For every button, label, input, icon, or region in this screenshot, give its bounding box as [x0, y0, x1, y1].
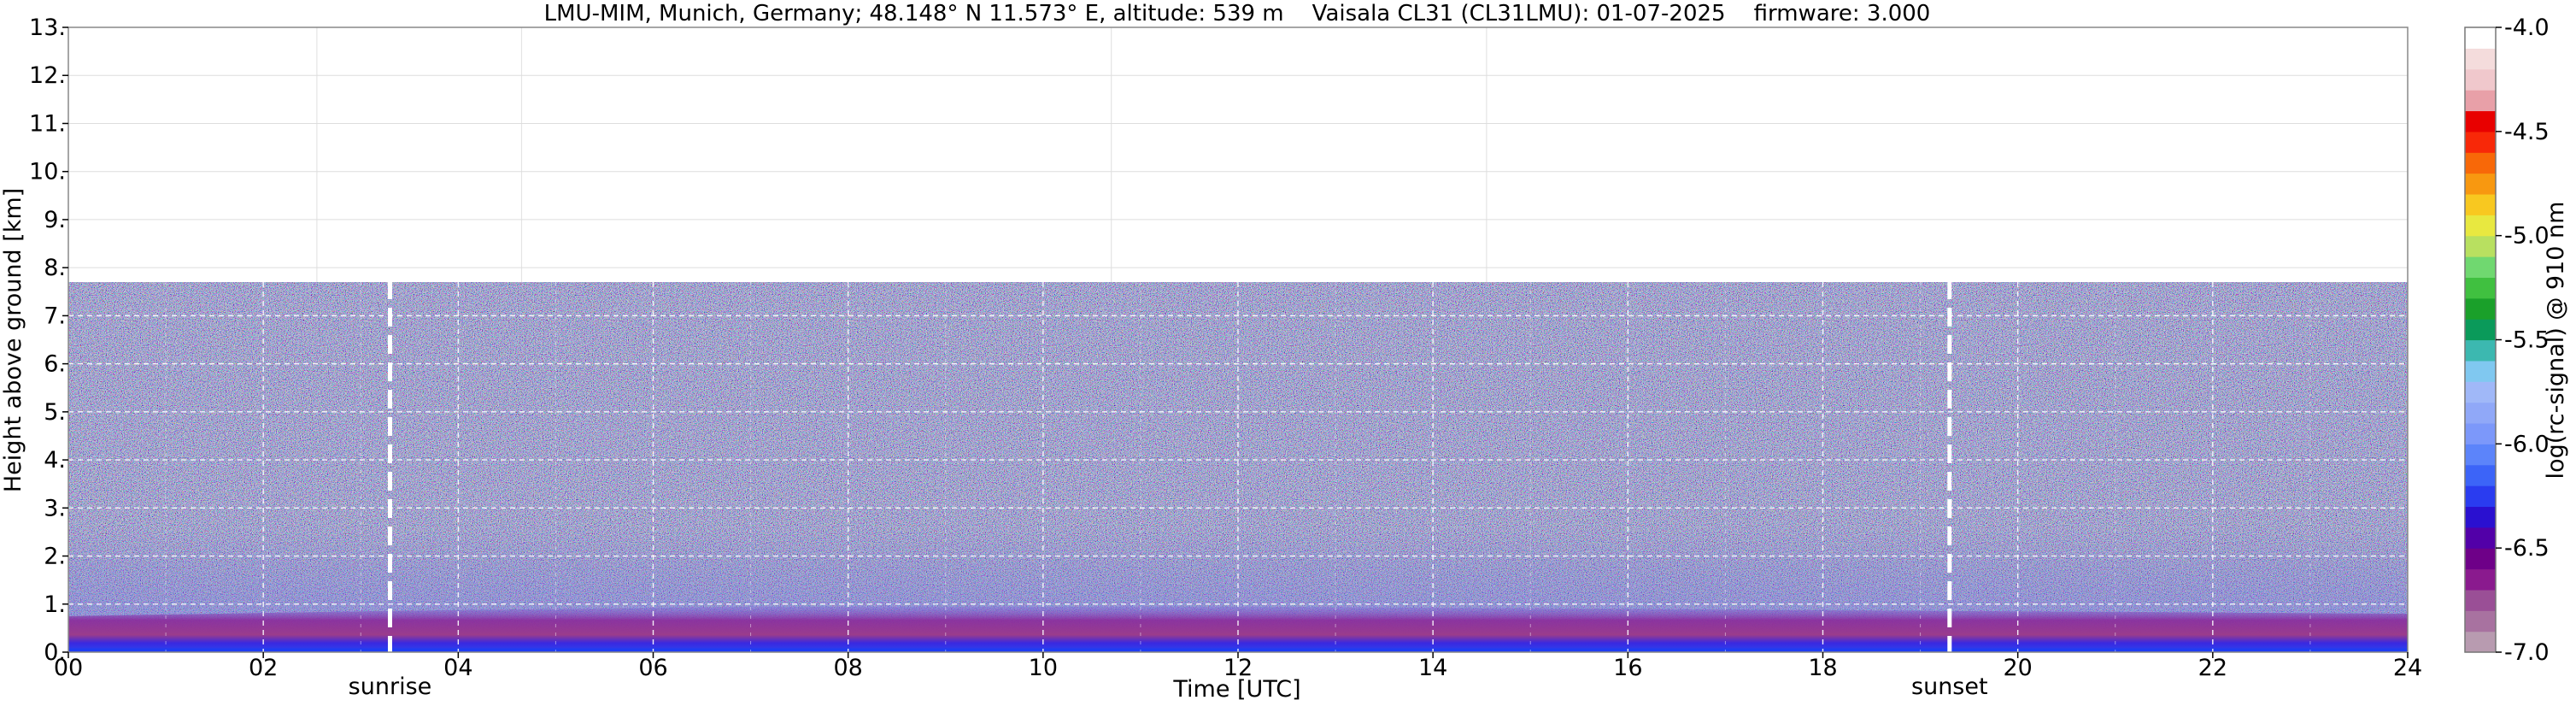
x-tick-label: 02	[249, 655, 278, 681]
y-tick-label: 4.	[44, 447, 66, 474]
y-tick-label: 12.	[29, 62, 66, 89]
x-tick-label: 08	[833, 655, 862, 681]
y-tick-label: 0.	[44, 639, 66, 666]
sunrise-label: sunrise	[349, 674, 432, 700]
x-tick-label: 14	[1418, 655, 1447, 681]
colorbar-segment	[2465, 152, 2496, 174]
y-axis-label: Height above ground [km]	[0, 188, 26, 492]
backscatter-field	[68, 282, 2408, 652]
colorbar-label: log(rc-signal) @ 910 nm	[2543, 202, 2569, 479]
colorbar-segment	[2465, 589, 2496, 611]
x-tick-label: 24	[2393, 655, 2422, 681]
x-tick-label: 06	[638, 655, 667, 681]
plot-area: sunrise sunset	[67, 26, 2409, 700]
y-tick-label: 10.	[29, 159, 66, 185]
colorbar-segment	[2465, 339, 2496, 362]
colorbar-segment	[2465, 235, 2496, 257]
y-tick-label: 3.	[44, 495, 66, 521]
y-tick-label: 1.	[44, 591, 66, 618]
x-tick-label: 20	[2003, 655, 2032, 681]
y-tick-label: 13.	[29, 15, 66, 41]
colorbar-segment	[2465, 402, 2496, 424]
chart-title: LMU-MIM, Munich, Germany; 48.148° N 11.5…	[544, 1, 1931, 26]
x-tick-label: 12	[1223, 655, 1253, 681]
x-axis-ticks: 00 02 04 06 08 10 12 14 16 18 20 22 24	[54, 652, 2422, 681]
colorbar-segment	[2465, 173, 2496, 195]
colorbar-segment	[2465, 422, 2496, 444]
colorbar-segment	[2465, 277, 2496, 299]
colorbar-tick-label: -5.5	[2504, 327, 2550, 354]
colorbar-segment	[2465, 27, 2496, 49]
vertical-gridlines-top	[316, 27, 1488, 283]
colorbar-segment	[2465, 256, 2496, 278]
x-tick-label: 18	[1808, 655, 1837, 681]
vertical-gridlines	[165, 282, 2311, 652]
colorbar-segment	[2465, 297, 2496, 320]
x-axis-label: Time [UTC]	[1172, 676, 1300, 703]
y-tick-label: 8.	[44, 255, 66, 281]
colorbar-segment	[2465, 610, 2496, 632]
x-tick-label: 00	[54, 655, 83, 681]
colorbar-segment	[2465, 568, 2496, 591]
colorbar-segment	[2465, 381, 2496, 403]
y-tick-label: 7.	[44, 303, 66, 329]
colorbar-segment	[2465, 506, 2496, 528]
colorbar-segment	[2465, 631, 2496, 653]
colorbar-ticks: -7.0 -6.5 -6.0 -5.5 -5.0 -4.5 -4.0	[2496, 15, 2550, 666]
y-tick-label: 5.	[44, 399, 66, 426]
y-tick-label: 9.	[44, 207, 66, 233]
colorbar-segment	[2465, 48, 2496, 70]
colorbar-segment	[2465, 319, 2496, 341]
colorbar	[2464, 26, 2497, 653]
colorbar-segment	[2465, 444, 2496, 466]
colorbar-segment	[2465, 90, 2496, 112]
colorbar-tick-label: -4.5	[2504, 119, 2550, 145]
y-axis-ticks: 0. 1. 2. 3. 4. 5. 6. 7. 8. 9. 10. 11. 12. 13.	[29, 15, 68, 666]
y-tick-label: 2.	[44, 544, 66, 570]
colorbar-segment	[2465, 131, 2496, 153]
colorbar-segment	[2465, 360, 2496, 382]
colorbar-tick-label: -7.0	[2504, 639, 2550, 666]
colorbar-tick-label: -6.0	[2504, 431, 2550, 457]
colorbar-segment	[2465, 464, 2496, 486]
colorbar-segment	[2465, 215, 2496, 237]
y-tick-label: 6.	[44, 351, 66, 378]
sunset-label: sunset	[1911, 674, 1988, 700]
x-tick-label: 04	[443, 655, 472, 681]
colorbar-segment	[2465, 193, 2496, 215]
x-tick-label: 22	[2198, 655, 2227, 681]
colorbar-segment	[2465, 485, 2496, 508]
colorbar-segment	[2465, 548, 2496, 570]
colorbar-segment	[2465, 68, 2496, 91]
colorbar-segment	[2465, 527, 2496, 549]
x-tick-label: 16	[1613, 655, 1642, 681]
colorbar-tick-label: -5.0	[2504, 223, 2550, 250]
colorbar-segment	[2465, 110, 2496, 132]
x-tick-label: 10	[1029, 655, 1058, 681]
y-tick-label: 11.	[29, 110, 66, 137]
colorbar-tick-label: -4.0	[2504, 15, 2550, 41]
colorbar-tick-label: -6.5	[2504, 535, 2550, 562]
event-markers: sunrise sunset	[349, 280, 1988, 700]
